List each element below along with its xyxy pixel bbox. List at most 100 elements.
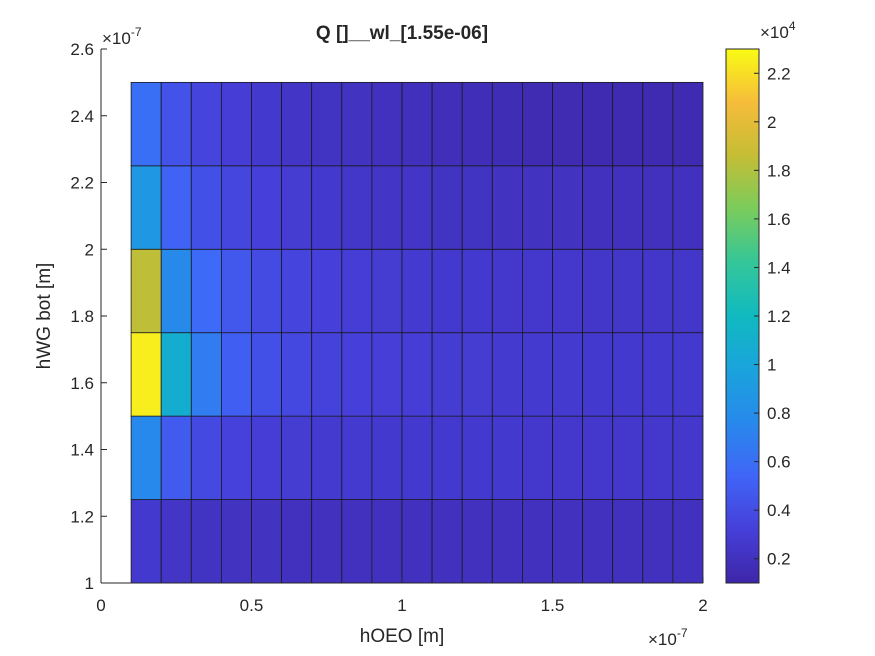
- heatmap-cell: [220, 415, 252, 500]
- heatmap-cell: [251, 332, 283, 417]
- heatmap-cell: [190, 81, 222, 167]
- heatmap-cell: [552, 332, 584, 417]
- y-tick-label: 1.6: [70, 374, 94, 393]
- heatmap-cell: [130, 415, 162, 500]
- heatmap-cell: [251, 165, 283, 250]
- chart-title: Q []__wl_[1.55e-06]: [316, 23, 488, 44]
- heatmap-cell: [552, 499, 584, 584]
- heatmap-cell: [431, 81, 463, 167]
- heatmap-cell: [672, 499, 704, 584]
- heatmap-cell: [281, 248, 313, 334]
- heatmap-cell: [612, 415, 644, 500]
- colorbar-tick-label: 0.4: [767, 501, 791, 520]
- heatmap-cell: [461, 248, 493, 334]
- heatmap-cell: [612, 81, 644, 167]
- y-tick-label: 1.4: [70, 441, 94, 460]
- heatmap-cell: [220, 499, 252, 584]
- heatmap-cell: [401, 499, 433, 584]
- x-exponent-label: ×10-7: [648, 626, 688, 649]
- x-tick-label: 1.5: [541, 596, 565, 615]
- heatmap-cell: [401, 415, 433, 500]
- heatmap-cell: [612, 499, 644, 584]
- colorbar-tick-label: 0.6: [767, 453, 791, 472]
- y-exponent-label: ×10-7: [102, 25, 142, 48]
- heatmap-cell: [130, 81, 162, 167]
- heatmap-cell: [341, 165, 373, 250]
- heatmap-cell: [341, 332, 373, 417]
- heatmap-cell: [642, 415, 674, 500]
- colorbar-tick-label: 0.2: [767, 550, 791, 569]
- colorbar-tick-label: 1.6: [767, 210, 791, 229]
- heatmap-cell: [642, 165, 674, 250]
- heatmap-cell: [431, 248, 463, 334]
- heatmap-cell: [220, 81, 252, 167]
- heatmap-cell: [251, 248, 283, 334]
- heatmap-cell: [582, 165, 614, 250]
- heatmap-cell: [220, 248, 252, 334]
- heatmap-cell: [341, 248, 373, 334]
- heatmap-cell: [220, 332, 252, 417]
- heatmap-cell: [672, 81, 704, 167]
- heatmap-cell: [612, 332, 644, 417]
- heatmap-cell: [552, 248, 584, 334]
- heatmap-cell: [130, 499, 162, 584]
- heatmap-cell: [341, 81, 373, 167]
- heatmap-cell: [522, 81, 553, 167]
- y-tick-label: 2.2: [70, 174, 94, 193]
- heatmap-cell: [281, 499, 313, 584]
- heatmap-cell: [401, 165, 433, 250]
- heatmap-cell: [251, 81, 283, 167]
- heatmap-cell: [190, 415, 222, 500]
- heatmap-cell: [281, 81, 313, 167]
- heatmap-cell: [371, 499, 403, 584]
- y-tick-label: 1.2: [70, 507, 94, 526]
- heatmap-cell: [311, 81, 343, 167]
- heatmap-cell: [642, 81, 674, 167]
- heatmap-cell: [371, 165, 403, 250]
- x-exponent: -7: [677, 626, 688, 640]
- heatmap-cell: [160, 81, 192, 167]
- heatmap-cell: [461, 415, 493, 500]
- heatmap-cell: [642, 332, 674, 417]
- heatmap-cell: [431, 332, 463, 417]
- heatmap-cell: [431, 499, 463, 584]
- heatmap-cell: [251, 415, 283, 500]
- heatmap-cell: [582, 332, 614, 417]
- heatmap-cell: [401, 332, 433, 417]
- heatmap-cell: [461, 165, 493, 250]
- y-tick-label: 2: [85, 240, 94, 259]
- heatmap-cell: [371, 332, 403, 417]
- heatmap-cell: [552, 415, 584, 500]
- y-axis-label: hWG bot [m]: [34, 263, 55, 370]
- heatmap-cell: [401, 81, 433, 167]
- heatmap-cell: [130, 165, 162, 250]
- colorbar-tick-label: 1.8: [767, 161, 791, 180]
- heatmap-cell: [190, 165, 222, 250]
- heatmap-cell: [160, 248, 192, 334]
- heatmap-cell: [311, 248, 343, 334]
- heatmap-cell: [461, 81, 493, 167]
- colorbar-tick-label: 0.8: [767, 404, 791, 423]
- heatmap-cell: [491, 415, 523, 500]
- heatmap-cell: [311, 499, 343, 584]
- heatmap-cell: [461, 332, 493, 417]
- heatmap-cell: [281, 415, 313, 500]
- heatmap-cell: [491, 81, 523, 167]
- heatmap-cell: [461, 499, 493, 584]
- heatmap-cell: [220, 165, 252, 250]
- heatmap-cell: [582, 499, 614, 584]
- colorbar: [725, 48, 760, 584]
- y-tick-label: 1.8: [70, 307, 94, 326]
- colorbar-tick-label: 1.2: [767, 307, 791, 326]
- heatmap-cell: [642, 499, 674, 584]
- colorbar-tick-label: 1.4: [767, 258, 791, 277]
- x-tick-label: 1: [397, 596, 406, 615]
- y-tick-label: 1: [85, 574, 94, 593]
- heatmap-cell: [190, 332, 222, 417]
- heatmap-cell: [491, 248, 523, 334]
- heatmap-cell: [582, 248, 614, 334]
- heatmap-cell: [612, 248, 644, 334]
- heatmap-cell: [672, 332, 704, 417]
- heatmap-cell: [371, 81, 403, 167]
